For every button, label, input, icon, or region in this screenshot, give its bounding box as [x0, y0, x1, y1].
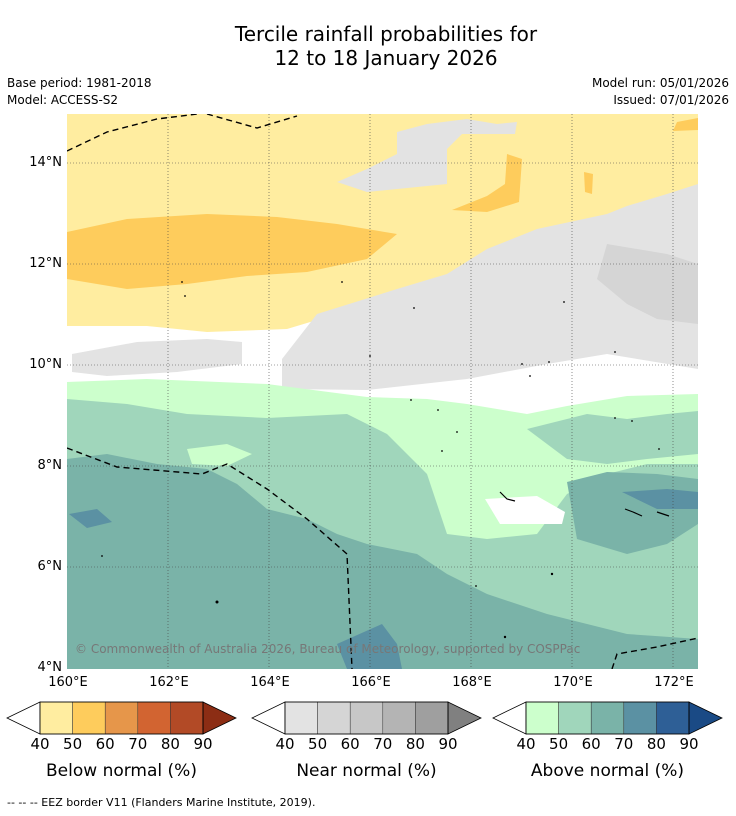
colorbar-tick-label: 80 [160, 735, 180, 753]
lon-label-160: 160°E [48, 675, 88, 690]
above-normal-70-patch-south [337, 624, 402, 669]
colorbar-high-extend [688, 701, 723, 735]
colorbars [6, 701, 723, 735]
colorbar-segment [656, 701, 690, 735]
colorbar-tick-label: 60 [95, 735, 115, 753]
below-normal-50-patch-ne [673, 118, 698, 131]
meta-left: Base period: 1981-2018 Model: ACCESS-S2 [7, 75, 152, 109]
colorbar-tick-label: 70 [373, 735, 393, 753]
above-normal-50-north-ext [527, 411, 698, 464]
map-title: Tercile rainfall probabilities for 12 to… [0, 22, 736, 70]
colorbar-tick-label: 40 [516, 735, 536, 753]
meta-right: Model run: 05/01/2026 Issued: 07/01/2026 [592, 75, 729, 109]
colorbar-tick-label: 50 [308, 735, 328, 753]
colorbar-outline [39, 701, 204, 735]
colorbar-near-normal [251, 701, 482, 735]
lat-label-8: 8°N [37, 458, 63, 473]
colorbar-tick-label: 40 [30, 735, 50, 753]
lon-label-162: 162°E [149, 675, 189, 690]
colorbar-segment [382, 701, 416, 735]
colorbar-low-extend [6, 701, 41, 735]
title-line-2: 12 to 18 January 2026 [274, 46, 498, 70]
colorbar-tick-label: 90 [679, 735, 699, 753]
lon-label-170: 170°E [553, 675, 593, 690]
lon-label-172: 172°E [654, 675, 694, 690]
eez-footnote: -- -- -- EEZ border V11 (Flanders Marine… [7, 796, 316, 809]
colorbar-segment [525, 701, 559, 735]
colorbar-title-near: Near normal (%) [296, 761, 437, 781]
lon-label-166: 166°E [351, 675, 391, 690]
colorbar-segment [72, 701, 106, 735]
colorbar-title-above: Above normal (%) [530, 761, 685, 781]
coastline-marks [499, 491, 670, 517]
probability-map: © Commonwealth of Australia 2026, Bureau… [67, 114, 698, 669]
colorbar-tick-label: 90 [438, 735, 458, 753]
islands [101, 281, 660, 639]
white-patch-east [485, 496, 565, 524]
model-run: Model run: 05/01/2026 [591, 76, 729, 90]
colorbar-segment [104, 701, 139, 735]
title-line-1: Tercile rainfall probabilities for [234, 22, 538, 46]
colorbar-high-extend [202, 701, 237, 735]
colorbar-tick-label: 70 [614, 735, 634, 753]
colorbar-segment [284, 701, 318, 735]
above-normal-70-patch-east [622, 489, 698, 509]
colorbar-tick-label: 60 [340, 735, 360, 753]
lat-label-10: 10°N [29, 357, 62, 372]
colorbar-segment [623, 701, 657, 735]
colorbar-outline [525, 701, 690, 735]
colorbar-segment [39, 701, 73, 735]
near-normal-east-region [282, 184, 698, 390]
colorbar-segment [317, 701, 351, 735]
colorbar-title-below: Below normal (%) [46, 761, 197, 781]
colorbar-segment [349, 701, 384, 735]
colorbar-tick-label: 60 [581, 735, 601, 753]
colorbar-outline [284, 701, 449, 735]
above-normal-40-patch-central [187, 444, 252, 466]
copyright-text: © Commonwealth of Australia 2026, Bureau… [75, 642, 580, 656]
eez-border [67, 114, 698, 669]
colorbar-tick-label: 80 [405, 735, 425, 753]
colorbar-segment [590, 701, 625, 735]
colorbar-high-extend [447, 701, 482, 735]
colorbar-tick-label: 50 [63, 735, 83, 753]
colorbar-tick-label: 90 [193, 735, 213, 753]
colorbar-segment [558, 701, 592, 735]
above-normal-60-region [67, 454, 698, 669]
near-normal-west-band [72, 339, 242, 376]
colorbar-segment [415, 701, 449, 735]
graticule [67, 114, 698, 669]
issued-date: Issued: 07/01/2026 [613, 93, 729, 107]
colorbar-tick-label: 50 [549, 735, 569, 753]
below-normal-50-region [67, 214, 397, 289]
colorbar-tick-label: 80 [646, 735, 666, 753]
colorbar-low-extend [492, 701, 527, 735]
below-normal-50-patch-small [584, 172, 593, 194]
lon-label-168: 168°E [452, 675, 492, 690]
colorbar-tick-label: 40 [275, 735, 295, 753]
model-name: Model: ACCESS-S2 [7, 93, 119, 107]
lat-label-6: 6°N [37, 559, 63, 574]
near-normal-top-patch [337, 119, 517, 192]
above-normal-70-patch-west [69, 509, 112, 528]
below-normal-50-patch-north [452, 154, 522, 212]
colorbar-segment [170, 701, 204, 735]
colorbar-low-extend [251, 701, 286, 735]
lat-label-14: 14°N [29, 155, 62, 170]
colorbar-tick-label: 70 [128, 735, 148, 753]
lon-label-164: 164°E [250, 675, 290, 690]
colorbar-above-normal [492, 701, 723, 735]
colorbar-below-normal [6, 701, 237, 735]
lat-label-4: 4°N [37, 660, 63, 675]
colorbar-segment [137, 701, 171, 735]
lat-label-12: 12°N [29, 256, 62, 271]
base-period: Base period: 1981-2018 [7, 76, 152, 90]
